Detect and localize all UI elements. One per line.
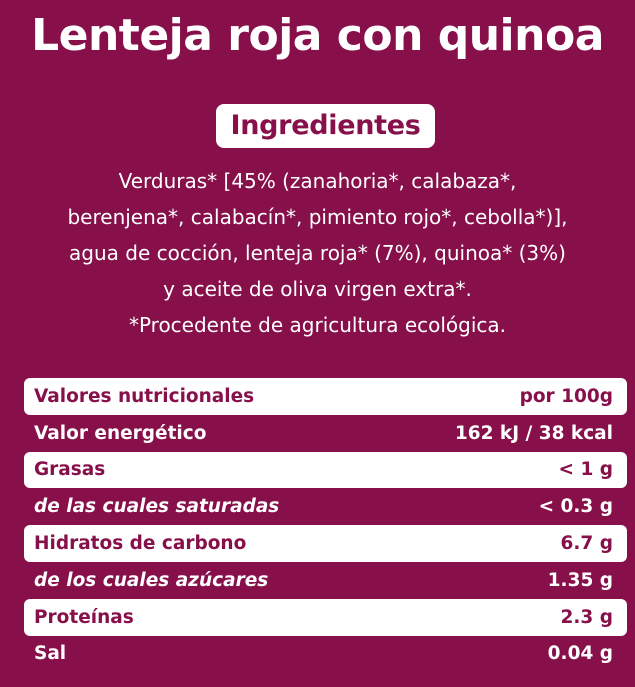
nutrition-header-row: Valores nutricionales por 100g xyxy=(24,378,627,415)
nutrition-label: Proteínas xyxy=(34,606,134,628)
nutrition-row-energy: Valor energético 162 kJ / 38 kcal xyxy=(24,415,627,452)
ingredients-line: Verduras* [45% (zanahoria*, calabaza*, xyxy=(118,169,517,193)
nutrition-row-carbs: Hidratos de carbono 6.7 g xyxy=(24,525,627,562)
nutrition-label: Valor energético xyxy=(34,422,207,444)
nutrition-label: Sal xyxy=(34,643,67,665)
nutrition-value: por 100g xyxy=(519,385,613,407)
nutrition-table: Valores nutricionales por 100g Valor ene… xyxy=(24,378,627,672)
nutrition-label: Valores nutricionales xyxy=(34,385,255,407)
nutrition-row-sugars: de los cuales azúcares 1.35 g xyxy=(24,562,627,599)
nutrition-row-salt: Sal 0.04 g xyxy=(24,636,627,673)
ingredients-heading: Ingredientes xyxy=(216,104,435,148)
ingredients-list: Verduras* [45% (zanahoria*, calabaza*, b… xyxy=(0,163,635,343)
nutrition-label: Hidratos de carbono xyxy=(34,533,247,555)
ingredients-line: agua de cocción, lenteja roja* (7%), qui… xyxy=(69,241,566,265)
nutrition-row-fat: Grasas < 1 g xyxy=(24,451,627,489)
ingredients-footnote: *Procedente de agricultura ecológica. xyxy=(128,313,507,337)
nutrition-value: < 0.3 g xyxy=(538,496,613,518)
nutrition-label: Grasas xyxy=(34,459,106,481)
nutrition-value: 162 kJ / 38 kcal xyxy=(454,422,613,444)
nutrition-label: de las cuales saturadas xyxy=(34,496,280,518)
nutrition-row-saturated: de las cuales saturadas < 0.3 g xyxy=(24,488,627,525)
nutrition-value: 0.04 g xyxy=(547,643,613,665)
ingredients-line: berenjena*, calabacín*, pimiento rojo*, … xyxy=(67,205,568,229)
nutrition-row-protein: Proteínas 2.3 g xyxy=(24,598,627,636)
product-title: Lenteja roja con quinoa xyxy=(31,10,604,61)
nutrition-label: de los cuales azúcares xyxy=(34,569,269,591)
nutrition-value: 2.3 g xyxy=(560,606,613,628)
nutrition-value: < 1 g xyxy=(558,459,614,481)
nutrition-value: 1.35 g xyxy=(547,569,613,591)
nutrition-value: 6.7 g xyxy=(560,533,613,555)
ingredients-line: y aceite de oliva virgen extra*. xyxy=(163,277,472,301)
